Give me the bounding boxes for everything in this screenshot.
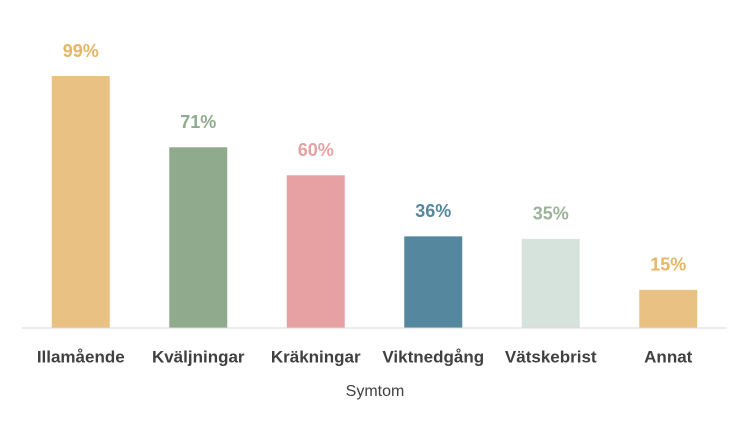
bar [521, 238, 580, 328]
x-tick-label: Vätskebrist [505, 347, 597, 366]
bar [639, 289, 698, 328]
value-label: 15% [650, 255, 686, 275]
bar [51, 76, 110, 328]
x-tick-label: Kräkningar [271, 347, 361, 366]
value-label: 71% [180, 112, 216, 132]
bar [404, 236, 463, 328]
bar [169, 147, 228, 328]
x-tick-label: Annat [644, 347, 693, 366]
value-label: 60% [298, 140, 334, 160]
x-tick-label: Viktnedgång [382, 347, 484, 366]
x-axis-title: Symtom [346, 383, 405, 400]
x-tick-label: Kväljningar [152, 347, 245, 366]
value-label: 36% [415, 201, 451, 221]
bar [286, 175, 345, 328]
value-label: 35% [533, 204, 569, 224]
x-tick-label: Illamående [37, 347, 125, 366]
value-label: 99% [63, 41, 99, 61]
